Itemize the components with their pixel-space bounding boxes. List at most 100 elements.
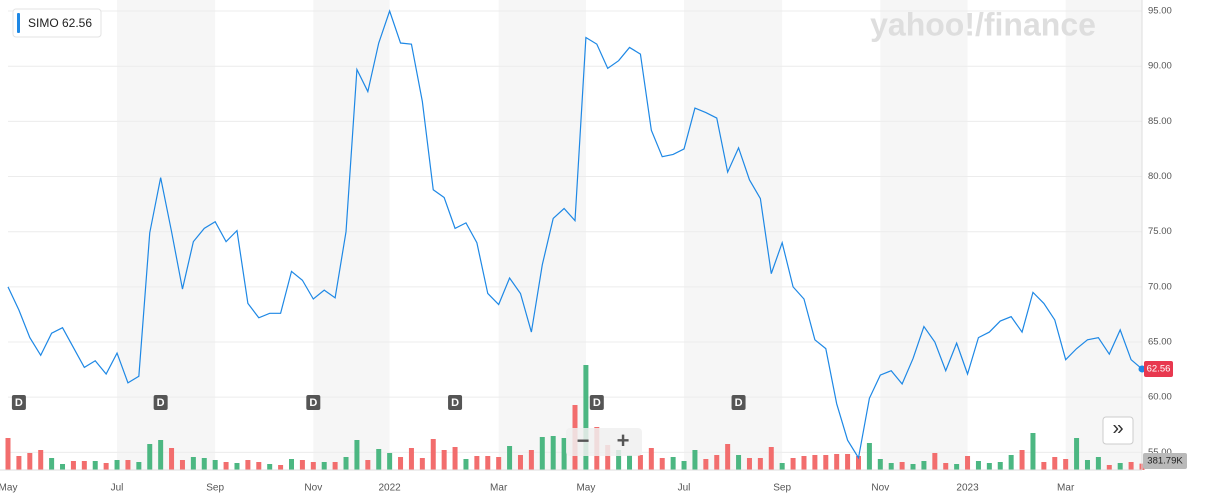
volume-bar [616, 450, 622, 470]
volume-bar [321, 462, 327, 470]
volume-bar [877, 459, 883, 470]
volume-tag [1143, 453, 1187, 469]
volume-bar [1019, 450, 1025, 470]
expand-button[interactable]: » [1112, 417, 1123, 439]
dividend-marker: D [593, 397, 601, 409]
volume-bar [910, 464, 916, 470]
y-tick-label: 75.00 [1148, 226, 1172, 237]
volume-bar [703, 459, 709, 470]
dividend-box [11, 395, 26, 410]
volume-bar [954, 464, 960, 470]
volume-bar [81, 461, 87, 470]
axis-tags: 62.56 381.79K [1138, 360, 1187, 469]
volume-bar [5, 438, 11, 470]
volume-bar [365, 460, 371, 470]
volume-bar [49, 458, 55, 470]
volume-bar [757, 458, 763, 470]
volume-bar [1095, 457, 1101, 470]
volume-bar [866, 443, 872, 470]
volume-bar [441, 450, 447, 470]
volume-bar [278, 465, 284, 470]
volume-bar [943, 463, 949, 470]
y-tick-label: 60.00 [1148, 392, 1172, 403]
volume-bar [114, 460, 120, 470]
volume-bar [648, 448, 654, 470]
volume-bar [332, 462, 338, 470]
volume-bar [637, 455, 643, 470]
x-tick-label: Sep [206, 483, 224, 494]
volume-bar [550, 436, 556, 470]
zoom-in-button[interactable]: + [617, 428, 630, 453]
volume-bar [965, 456, 971, 470]
y-tick-label: 85.00 [1148, 116, 1172, 127]
month-bands [117, 0, 1142, 470]
volume-bar [725, 444, 731, 470]
volume-bar [430, 439, 436, 470]
volume-bar [92, 461, 98, 470]
dividend-box [153, 395, 168, 410]
volume-bar [975, 461, 981, 470]
volume-bar [463, 459, 469, 470]
volume-bar [299, 460, 305, 470]
dividend-box [731, 395, 746, 410]
legend[interactable]: SIMO 62.56 [12, 8, 102, 38]
dividend-marker: D [309, 397, 317, 409]
volume-bar [1008, 455, 1014, 470]
volume-bar [823, 455, 829, 470]
volume-bar [496, 457, 502, 470]
grid [8, 10, 1142, 453]
volume-bar [387, 453, 393, 470]
volume-bar [561, 438, 567, 470]
volume-bar [921, 461, 927, 470]
volume-bar [899, 462, 905, 470]
volume-bar [790, 458, 796, 470]
volume-bar [136, 462, 142, 470]
volume-bar [528, 450, 534, 470]
dividend-marker: D [735, 397, 743, 409]
price-line [7, 9, 1143, 460]
volume-bar [485, 456, 491, 470]
volume-bar [1128, 462, 1134, 470]
volume-bar [354, 440, 360, 470]
dividend-marker: D [15, 397, 23, 409]
volume-bar [169, 448, 175, 470]
x-tick-label: Jul [678, 483, 691, 494]
volume-bar [768, 447, 774, 470]
volume-bar [289, 459, 294, 470]
x-axis: May Jul Sep Nov 2022 Mar May Jul Sep Nov 2023 Mar [0, 483, 1075, 494]
volume-bar [234, 463, 240, 470]
legend-box [12, 8, 102, 38]
dividend-box [589, 395, 604, 410]
y-tick-label: 80.00 [1148, 171, 1172, 182]
volume-bar [27, 453, 33, 470]
dividend-marker: D [157, 397, 165, 409]
volume-bar [1074, 438, 1080, 470]
volume-bar [583, 365, 589, 470]
volume-bar [70, 461, 76, 470]
volume-bar [179, 460, 185, 470]
legend-swatch [17, 13, 20, 33]
volume-bar [856, 456, 861, 470]
month-band [1065, 0, 1142, 470]
volume-bar [997, 462, 1003, 470]
volume-bar [267, 464, 273, 470]
volume-bar [845, 454, 851, 470]
zoom-panel [566, 428, 642, 456]
x-tick-label: May [0, 483, 17, 494]
volume-bar [408, 448, 414, 470]
legend-symbol: SIMO [28, 16, 59, 30]
month-band [498, 0, 586, 470]
legend-price: 62.56 [62, 16, 92, 30]
last-price-dot [1138, 365, 1146, 373]
dividend-box [448, 395, 463, 410]
volume-bar [1084, 460, 1090, 470]
volume-bar [103, 463, 109, 470]
volume-bar [190, 457, 196, 470]
x-tick-label: 2023 [956, 483, 979, 494]
zoom-out-button[interactable]: − [577, 428, 590, 453]
volume-bar [376, 449, 382, 470]
volume-bar [212, 460, 218, 470]
zoom-controls: − + [566, 428, 642, 456]
volume-bar [38, 450, 44, 470]
